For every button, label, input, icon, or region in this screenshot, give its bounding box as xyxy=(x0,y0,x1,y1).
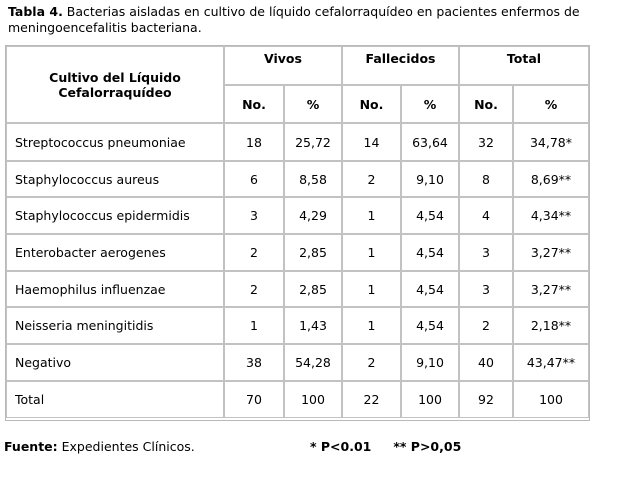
value-cell: 22 xyxy=(342,381,401,418)
table-row: Enterobacter aerogenes 2 2,85 1 4,54 3 3,27** xyxy=(6,234,589,271)
value-cell: 1,43 xyxy=(284,307,342,344)
value-cell: 2,85 xyxy=(284,271,342,307)
caption-label: Tabla 4. xyxy=(8,4,63,19)
group-header-total: Total xyxy=(459,46,589,85)
table-row: Staphylococcus aureus 6 8,58 2 9,10 8 8,69** xyxy=(6,161,589,197)
value-cell: 40 xyxy=(459,344,513,381)
value-cell: 9,10 xyxy=(401,161,459,197)
value-cell: 4,54 xyxy=(401,307,459,344)
value-cell: 100 xyxy=(513,381,589,418)
value-cell: 3 xyxy=(459,271,513,307)
row-name-cell: Staphylococcus aureus xyxy=(6,161,224,197)
table-row: Negativo 38 54,28 2 9,10 40 43,47** xyxy=(6,344,589,381)
value-cell: 4,54 xyxy=(401,271,459,307)
value-cell: 3 xyxy=(459,234,513,271)
value-cell: 32 xyxy=(459,123,513,161)
table-row: Neisseria meningitidis 1 1,43 1 4,54 2 2,18** xyxy=(6,307,589,344)
value-cell: 100 xyxy=(284,381,342,418)
value-cell: 2,85 xyxy=(284,234,342,271)
subheader-fallecidos-no: No. xyxy=(342,85,401,123)
row-name-cell: Negativo xyxy=(6,344,224,381)
value-cell: 2,18** xyxy=(513,307,589,344)
value-cell: 3 xyxy=(224,197,284,234)
value-cell: 8 xyxy=(459,161,513,197)
value-cell: 4,54 xyxy=(401,234,459,271)
subheader-total-pct: % xyxy=(513,85,589,123)
value-cell: 1 xyxy=(342,234,401,271)
note-p-less: * P<0.01 xyxy=(310,439,372,454)
value-cell: 9,10 xyxy=(401,344,459,381)
row-name-cell: Staphylococcus epidermidis xyxy=(6,197,224,234)
value-cell: 54,28 xyxy=(284,344,342,381)
subheader-vivos-no: No. xyxy=(224,85,284,123)
caption-text: Bacterias aisladas en cultivo de líquido… xyxy=(8,4,580,35)
row-name-cell: Streptococcus pneumoniae xyxy=(6,123,224,161)
bacteria-table: Cultivo del Líquido Cefalorraquídeo Vivo… xyxy=(6,46,589,418)
value-cell: 43,47** xyxy=(513,344,589,381)
note-p-greater: ** P>0,05 xyxy=(393,439,462,454)
row-name-cell: Total xyxy=(6,381,224,418)
source-note: Fuente: Expedientes Clínicos. xyxy=(4,439,195,454)
value-cell: 70 xyxy=(224,381,284,418)
value-cell: 4,34** xyxy=(513,197,589,234)
row-header-cell: Cultivo del Líquido Cefalorraquídeo xyxy=(6,46,224,123)
row-name-cell: Neisseria meningitidis xyxy=(6,307,224,344)
value-cell: 63,64 xyxy=(401,123,459,161)
value-cell: 25,72 xyxy=(284,123,342,161)
value-cell: 1 xyxy=(342,307,401,344)
value-cell: 1 xyxy=(342,197,401,234)
value-cell: 3,27** xyxy=(513,234,589,271)
value-cell: 2 xyxy=(459,307,513,344)
source-text: Expedientes Clínicos. xyxy=(57,439,195,454)
row-name-cell: Enterobacter aerogenes xyxy=(6,234,224,271)
table-row: Staphylococcus epidermidis 3 4,29 1 4,54 4 4,3… xyxy=(6,197,589,234)
row-name-cell: Haemophilus influenzae xyxy=(6,271,224,307)
subheader-total-no: No. xyxy=(459,85,513,123)
table-frame: Cultivo del Líquido Cefalorraquídeo Vivo… xyxy=(5,45,590,421)
source-label: Fuente: xyxy=(4,439,58,454)
value-cell: 8,69** xyxy=(513,161,589,197)
subheader-fallecidos-pct: % xyxy=(401,85,459,123)
row-header-label: Cultivo del Líquido Cefalorraquídeo xyxy=(49,69,181,100)
value-cell: 2 xyxy=(224,271,284,307)
value-cell: 100 xyxy=(401,381,459,418)
subheader-vivos-pct: % xyxy=(284,85,342,123)
table-caption: Tabla 4. Bacterias aisladas en cultivo d… xyxy=(8,4,623,36)
value-cell: 2 xyxy=(342,344,401,381)
group-header-fallecidos: Fallecidos xyxy=(342,46,459,85)
significance-notes: * P<0.01 ** P>0,05 xyxy=(310,439,483,454)
value-cell: 3,27** xyxy=(513,271,589,307)
value-cell: 2 xyxy=(224,234,284,271)
group-header-vivos: Vivos xyxy=(224,46,342,85)
value-cell: 18 xyxy=(224,123,284,161)
value-cell: 14 xyxy=(342,123,401,161)
table-row: Streptococcus pneumoniae 18 25,72 14 63,64 32… xyxy=(6,123,589,161)
value-cell: 4,29 xyxy=(284,197,342,234)
value-cell: 92 xyxy=(459,381,513,418)
value-cell: 1 xyxy=(224,307,284,344)
value-cell: 4 xyxy=(459,197,513,234)
table-row: Total 70 100 22 100 92 100 xyxy=(6,381,589,418)
table-body: Streptococcus pneumoniae 18 25,72 14 63,64 32… xyxy=(6,123,589,418)
value-cell: 6 xyxy=(224,161,284,197)
value-cell: 34,78* xyxy=(513,123,589,161)
value-cell: 4,54 xyxy=(401,197,459,234)
value-cell: 1 xyxy=(342,271,401,307)
value-cell: 38 xyxy=(224,344,284,381)
value-cell: 2 xyxy=(342,161,401,197)
value-cell: 8,58 xyxy=(284,161,342,197)
table-row: Haemophilus influenzae 2 2,85 1 4,54 3 3,27** xyxy=(6,271,589,307)
